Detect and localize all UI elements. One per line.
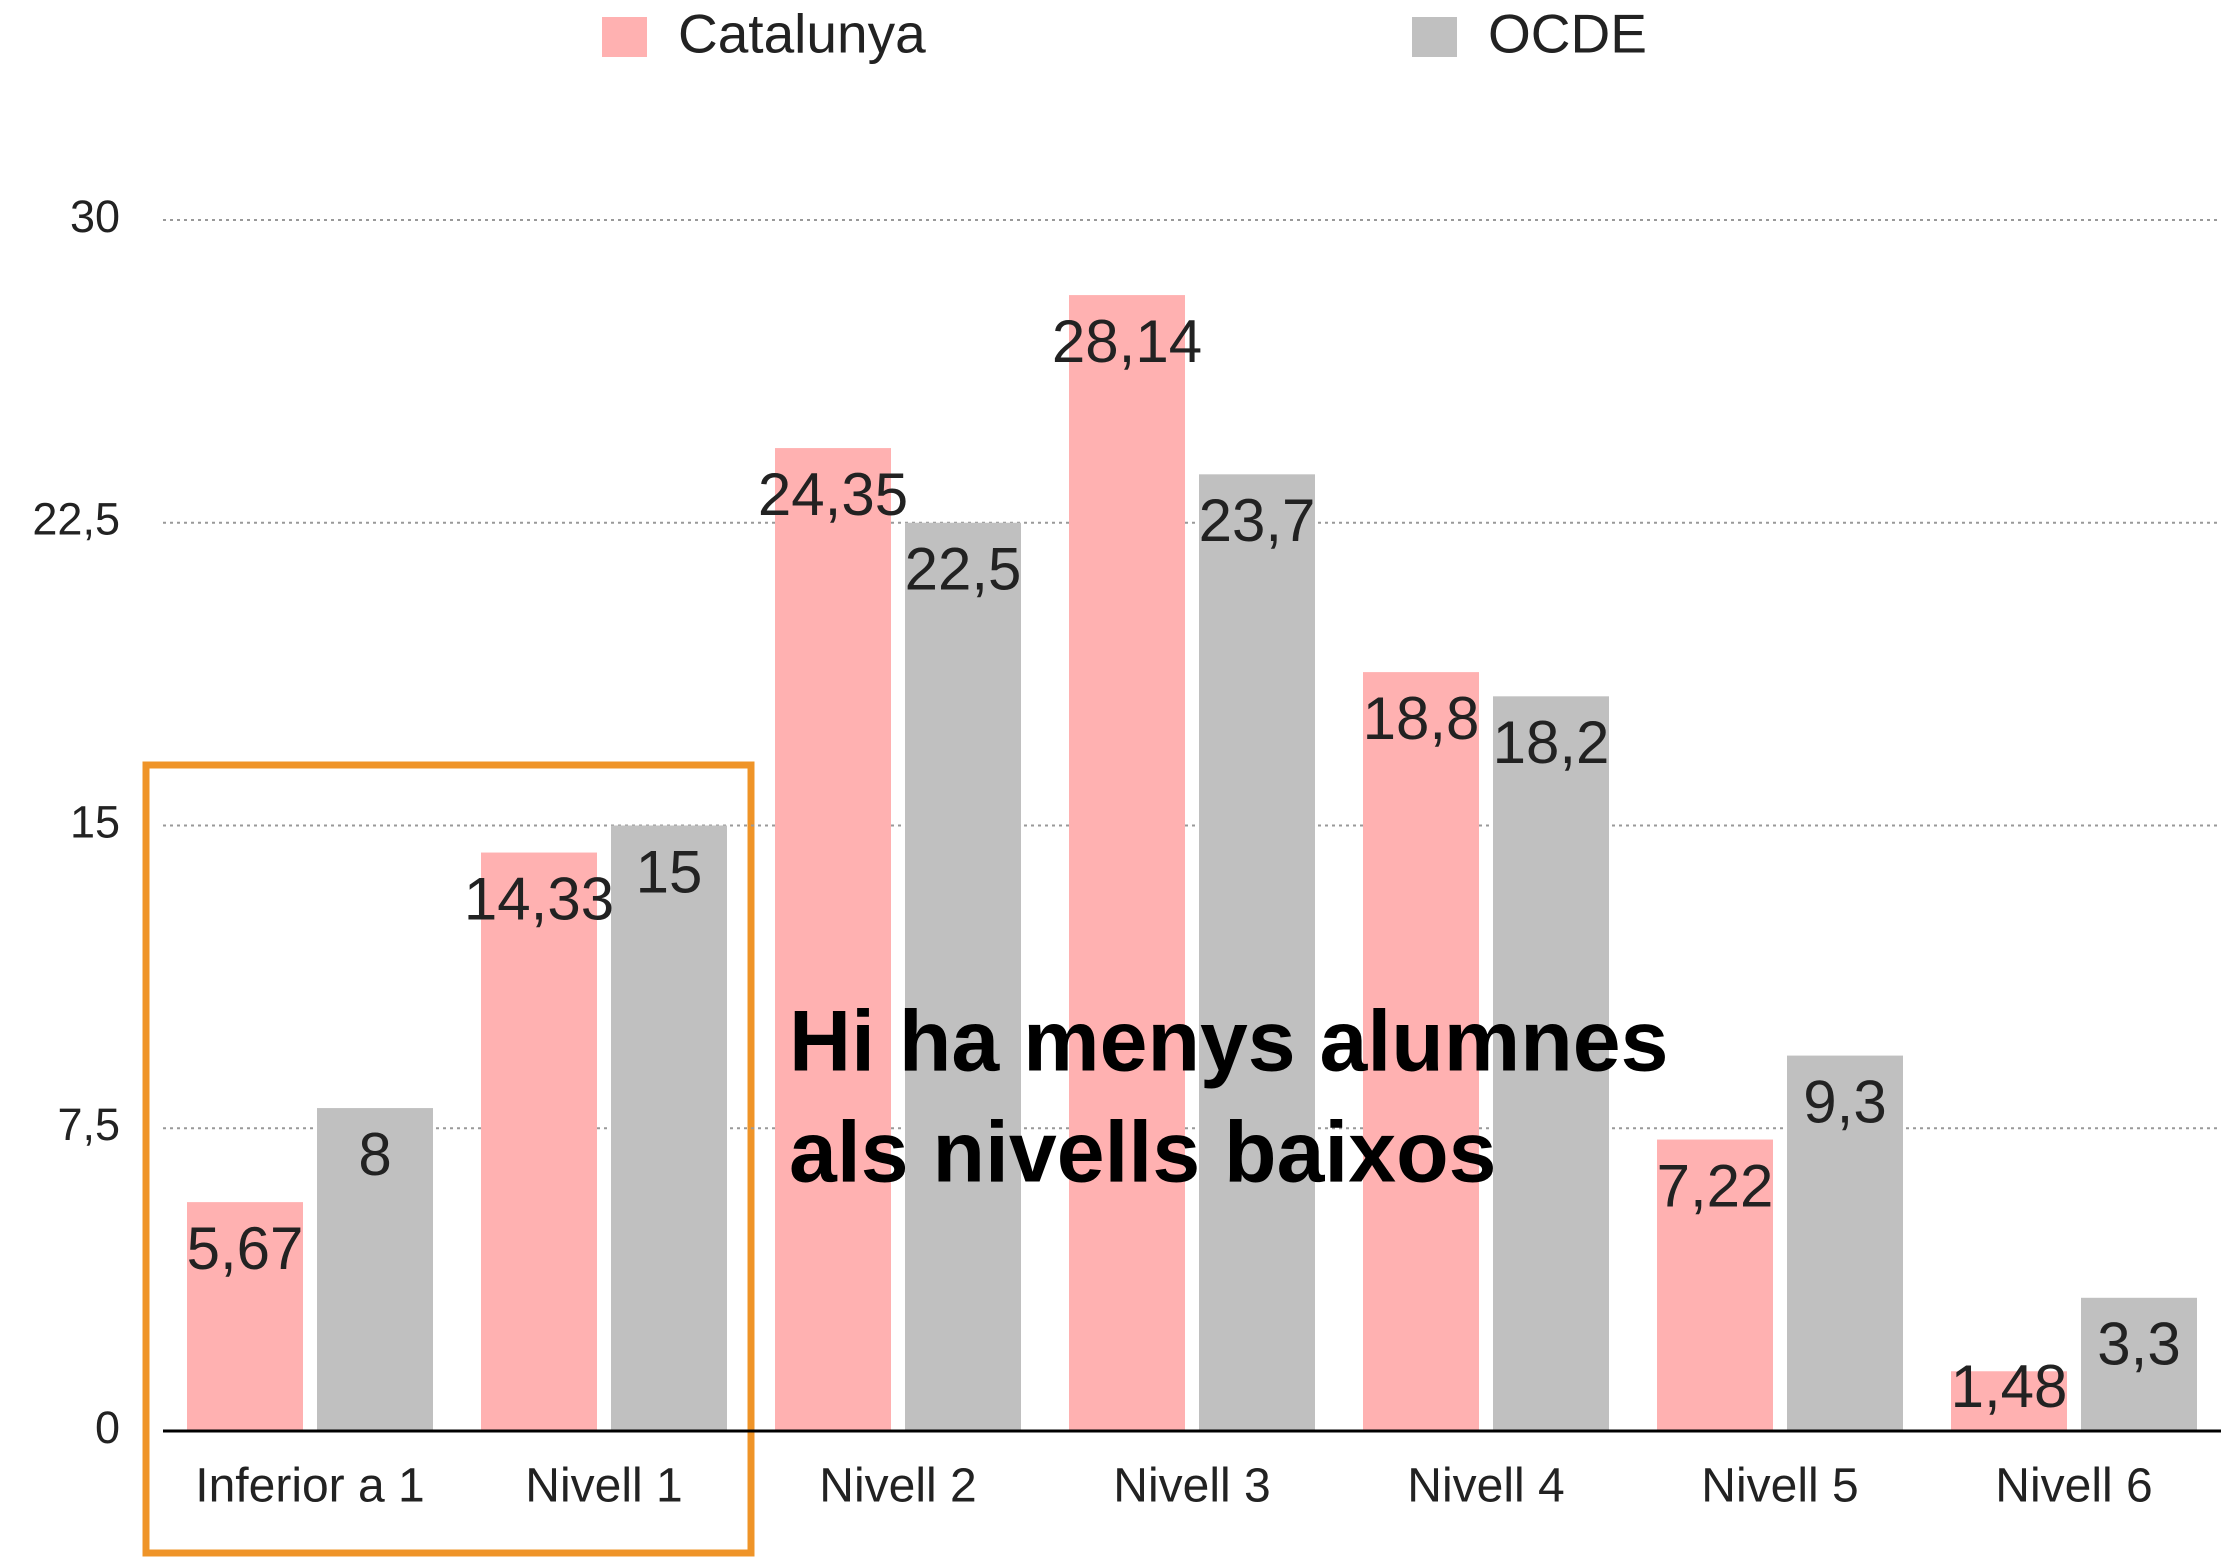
value-label: 9,3: [1803, 1068, 1886, 1135]
bar: [1493, 696, 1609, 1431]
value-label: 24,35: [758, 461, 908, 528]
x-tick-label: Nivell 5: [1701, 1460, 1858, 1513]
bar: [1787, 1055, 1903, 1431]
value-label: 28,14: [1052, 308, 1202, 375]
bar: [481, 852, 597, 1431]
y-tick-label: 7,5: [57, 1099, 120, 1150]
x-tick-label: Nivell 2: [819, 1460, 976, 1513]
y-tick-label: 15: [70, 796, 120, 847]
bar: [1069, 295, 1185, 1431]
x-tick-label: Nivell 6: [1995, 1460, 2152, 1513]
value-label: 15: [636, 838, 703, 905]
y-tick-label: 0: [95, 1402, 120, 1453]
x-tick-label: Nivell 3: [1113, 1460, 1270, 1513]
value-label: 18,8: [1363, 685, 1480, 752]
annotation: Hi ha menys alumnes: [789, 994, 1668, 1090]
bar: [1199, 474, 1315, 1431]
value-label: 18,2: [1493, 709, 1610, 776]
bar: [2081, 1297, 2197, 1431]
value-label: 14,33: [464, 865, 614, 932]
value-label: 8: [358, 1121, 391, 1188]
legend-swatch: [602, 17, 647, 57]
y-tick-label: 30: [70, 191, 120, 242]
bar: [317, 1108, 433, 1431]
x-tick-label: Inferior a 1: [195, 1460, 424, 1513]
x-tick-label: Nivell 4: [1407, 1460, 1564, 1513]
bar: [1657, 1139, 1773, 1431]
highlight-box: [142, 761, 755, 1557]
bar: [1951, 1371, 2067, 1431]
legend-label: OCDE: [1488, 3, 1647, 65]
y-tick-label: 22,5: [32, 494, 120, 545]
value-label: 3,3: [2097, 1311, 2180, 1378]
legend-swatch: [1412, 17, 1457, 57]
bar: [775, 448, 891, 1431]
bar: [905, 522, 1021, 1431]
legend-label: Catalunya: [678, 3, 926, 65]
bar: [1363, 672, 1479, 1431]
bar: [611, 825, 727, 1431]
bar: [187, 1202, 303, 1431]
value-label: 1,48: [1951, 1353, 2068, 1420]
value-label: 23,7: [1199, 487, 1316, 554]
value-label: 22,5: [905, 536, 1022, 603]
x-tick-label: Nivell 1: [525, 1460, 682, 1513]
value-label: 5,67: [187, 1215, 304, 1282]
annotation: als nivells baixos: [789, 1105, 1496, 1201]
value-label: 7,22: [1657, 1152, 1774, 1219]
